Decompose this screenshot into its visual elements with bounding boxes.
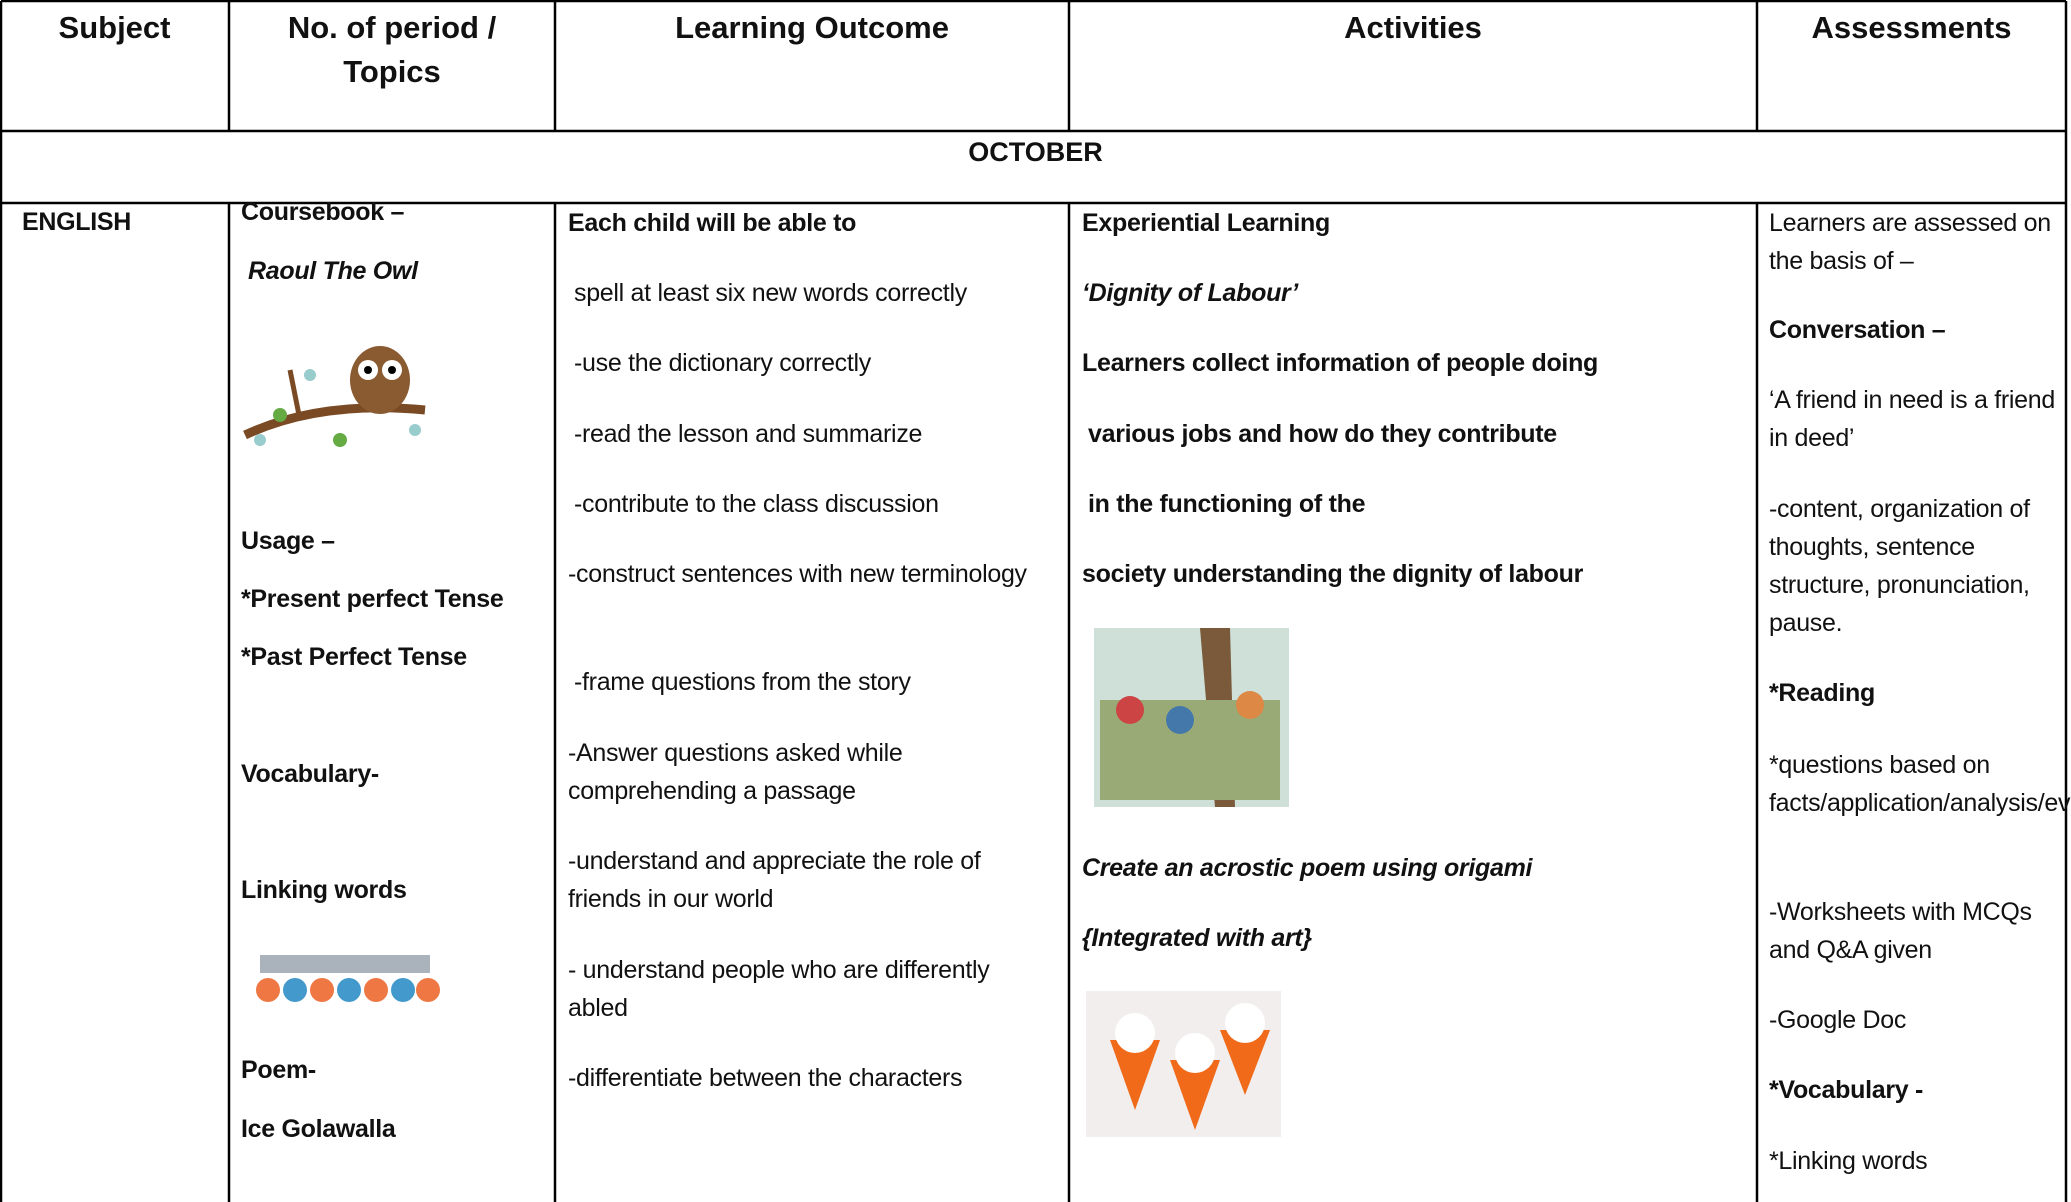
- outcome-item: -use the dictionary correctly: [574, 349, 871, 377]
- assessment-item: *Linking words: [1769, 1147, 1928, 1175]
- outcome-item: -frame questions from the story: [574, 668, 911, 696]
- assessment-item: -content, organization of thoughts, sent…: [1769, 495, 2030, 637]
- outcome-item: -contribute to the class discussion: [574, 490, 939, 518]
- topic-item: Poem-: [241, 1056, 316, 1084]
- subject: ENGLISH: [22, 208, 132, 236]
- owl-image: [243, 346, 426, 447]
- outcome-item: -construct sentences with new terminolog…: [568, 560, 1027, 588]
- assessment-item: Learners are assessed on the basis of –: [1769, 209, 2051, 275]
- activity-item: society understanding the dignity of lab…: [1082, 560, 1584, 588]
- activity-item: Learners collect information of people d…: [1082, 349, 1599, 377]
- outcome-item: Each child will be able to: [568, 209, 857, 237]
- outcome-item: - understand people who are differently …: [568, 956, 990, 1022]
- outcome-item: -read the lesson and summarize: [574, 420, 923, 448]
- activity-item: ‘Dignity of Labour’: [1082, 279, 1299, 307]
- header-cell: No. of period / Topics: [287, 10, 497, 89]
- assessment-item: *Vocabulary -: [1769, 1076, 1924, 1104]
- topic-item: *Present perfect Tense: [241, 585, 504, 613]
- activity-item: Experiential Learning: [1082, 209, 1330, 237]
- header-cell: Subject: [58, 10, 171, 45]
- outcome-item: spell at least six new words correctly: [574, 279, 967, 307]
- outcome-item: -Answer questions asked while comprehend…: [568, 739, 903, 805]
- topic-item: *Past Perfect Tense: [241, 643, 467, 671]
- assessment-item: *questions based on facts/application/an…: [1769, 751, 2071, 817]
- topic-item: Vocabulary-: [241, 760, 379, 788]
- outcome-item: -understand and appreciate the role of f…: [568, 847, 981, 913]
- assessment-item: -Worksheets with MCQs and Q&A given: [1769, 898, 2032, 964]
- topic-item: Usage –: [241, 527, 335, 555]
- topic-item: Coursebook –: [241, 198, 405, 226]
- header-cell: Activities: [1344, 10, 1482, 45]
- activity-item: Create an acrostic poem using origami: [1082, 854, 1533, 882]
- fanboys-image: [252, 930, 440, 1020]
- outcome-item: -differentiate between the characters: [568, 1064, 963, 1092]
- activity-item: in the functioning of the: [1088, 490, 1366, 518]
- header-cell: Assessments: [1811, 10, 2012, 45]
- market-image: [1094, 628, 1289, 807]
- assessment-item: *Reading: [1769, 679, 1875, 707]
- activity-item: {Integrated with art}: [1082, 924, 1312, 952]
- activity-item: various jobs and how do they contribute: [1088, 420, 1557, 448]
- month-label: OCTOBER: [968, 137, 1103, 167]
- topic-item: Ice Golawalla: [241, 1115, 396, 1143]
- topic-item: Raoul The Owl: [248, 257, 418, 285]
- assessment-item: Conversation –: [1769, 316, 1946, 344]
- assessment-item: ‘A friend in need is a friend in deed’: [1769, 386, 2055, 452]
- assessment-item: -Google Doc: [1769, 1006, 1907, 1034]
- header-cell: Learning Outcome: [675, 10, 949, 45]
- topic-item: Linking words: [241, 876, 407, 904]
- origami-image: [1086, 991, 1281, 1137]
